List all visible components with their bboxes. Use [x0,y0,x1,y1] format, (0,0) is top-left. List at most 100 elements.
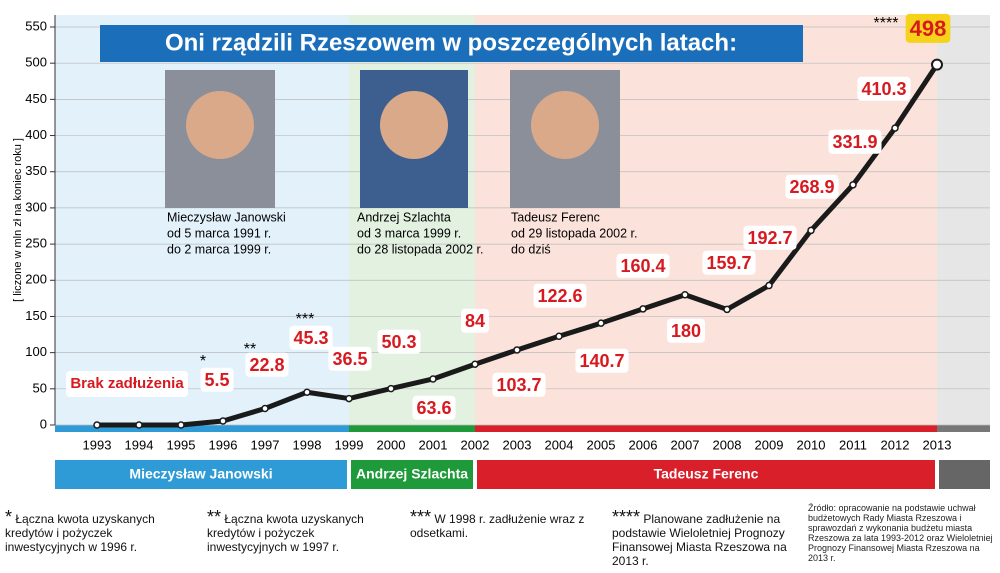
y-tick-label: 0 [40,416,47,431]
chart: 0 50 100 150 200 250 300 350 400 450 500 550 [ liczo… [12,13,990,489]
x-tick-label: 2010 [797,437,826,452]
data-point [471,360,479,368]
data-point [891,124,899,132]
y-axis-label: [ liczone w mln zł na koniec roku ] [12,138,24,302]
data-point [849,181,857,189]
data-point [765,281,773,290]
data-point [931,58,943,71]
value-label-box [743,225,797,250]
footnote-marker: *** [410,507,432,527]
x-tick-label: 1993 [83,437,112,452]
photo-caption: do dziś [511,242,551,256]
y-tick-label: 450 [25,91,47,106]
footnote-marker: **** [612,507,641,527]
value-label: 22.8 [249,355,284,375]
annotation-marker: **** [874,15,899,32]
value-label: 63.6 [416,398,451,418]
photo-caption: Mieczysław Janowski [167,210,286,224]
period-bar [939,460,990,489]
data-point [387,384,395,393]
footnote-marker: * [5,507,13,527]
annotation: Brak zadłużenia [70,375,184,392]
value-label-box [857,76,911,101]
x-tick-label: 2007 [671,437,700,452]
data-point [429,375,437,383]
title-box [100,25,803,62]
axis-strip [349,425,475,432]
y-tick-label: 400 [25,127,47,142]
y-tick-label: 50 [33,380,47,395]
photo-caption: Tadeusz Ferenc [511,210,600,224]
period-name: Andrzej Szlachta [356,466,468,482]
photo-caption: od 5 marca 1991 r. [167,226,271,240]
annotation-box [66,371,188,397]
footnote-text: Łączna kwota uzyskanych kredytów i pożyc… [207,512,364,554]
footnote-marker: ** [207,507,222,527]
value-label-box [460,308,490,333]
x-tick-label: 2012 [881,437,910,452]
value-label-box [533,283,587,308]
portrait-face [186,91,254,159]
data-point [723,305,731,314]
x-tick-label: 2002 [461,437,490,452]
photo-caption: od 3 marca 1999 r. [357,226,461,240]
data-point [807,226,815,235]
x-tick-label: 2006 [629,437,658,452]
period-bar [351,460,473,489]
annotation-marker: *** [296,311,315,328]
y-tick-label: 300 [25,199,47,214]
period-band [937,15,990,425]
data-point [513,346,521,354]
x-tick-label: 1994 [125,437,154,452]
portrait-face [380,91,448,159]
value-label: 103.7 [496,375,541,395]
footnote: * Łączna kwota uzyskanych kredytów i poż… [5,507,195,554]
axis-strip [937,425,990,432]
value-label-box [828,129,882,154]
data-point [261,404,269,413]
value-label-box [702,250,756,275]
value-label: 160.4 [620,256,665,276]
x-tick-label: 2000 [377,437,406,452]
value-label: 84 [465,311,485,331]
value-label: 331.9 [832,132,877,152]
value-label: 122.6 [537,286,582,306]
x-tick-label: 2003 [503,437,532,452]
value-label: 498 [910,16,947,41]
footnote-text: Łączna kwota uzyskanych kredytów i pożyc… [5,512,155,554]
photo-caption: Andrzej Szlachta [357,210,451,224]
footnote: **** Planowane zadłużenie na podstawie W… [612,507,797,568]
value-label: 36.5 [332,349,367,369]
x-tick-label: 2013 [923,437,952,452]
value-label: 192.7 [747,228,792,248]
value-label-box [666,318,706,343]
y-tick-label: 100 [25,344,47,359]
x-tick-label: 2005 [587,437,616,452]
value-label: 5.5 [204,370,229,390]
value-label: 268.9 [789,177,834,197]
value-label-box [785,174,839,199]
footnote: *** W 1998 r. zadłużenie wraz z odsetkam… [410,507,590,540]
axis-strip [475,425,937,432]
value-label-box [200,367,234,392]
annotation-marker: * [200,353,206,370]
x-tick-label: 1996 [209,437,238,452]
photo-caption: do 28 listopada 2002 r. [357,242,484,256]
value-label: 159.7 [706,253,751,273]
data-point [681,290,689,299]
x-tick-label: 1998 [293,437,322,452]
data-point [303,388,311,396]
period-bar [477,460,935,489]
chart-title: Oni rządzili Rzeszowem w poszczególnych … [165,29,737,56]
period-bar [55,460,347,489]
footnote-text: Planowane zadłużenie na podstawie Wielol… [612,512,787,568]
footnote-text: W 1998 r. zadłużenie wraz z odsetkami. [410,512,585,540]
value-label: 180 [671,321,701,341]
photo-caption: od 29 listopada 2002 r. [511,226,638,240]
source-note: Źródło: opracowanie na podstawie uchwał … [808,503,993,563]
portrait-face [531,91,599,159]
data-point [345,394,353,403]
x-tick-label: 2011 [839,437,867,452]
value-label: 50.3 [381,332,416,352]
